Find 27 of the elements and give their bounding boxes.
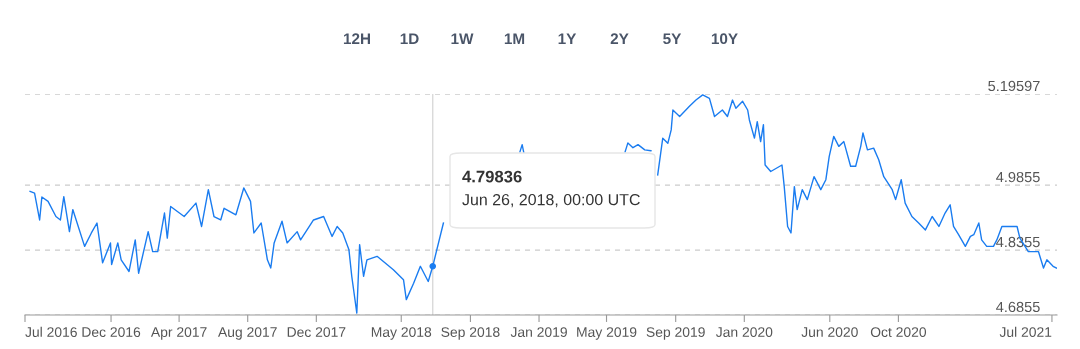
text: 10Y: [711, 33, 738, 45]
text: 1Y: [558, 33, 577, 44]
text: 2Y: [610, 33, 629, 44]
text: 1D: [400, 33, 419, 44]
x-tick-label: May 2018: [371, 327, 432, 340]
y-tick-label: 4.6855: [996, 301, 1040, 313]
text: 12H: [343, 33, 370, 44]
text: 5Y: [663, 33, 682, 45]
x-tick-label: May 2019: [577, 327, 637, 340]
x-tick-label: Jan 2019: [510, 327, 567, 338]
x-tick-label: Jul 2021: [999, 326, 1052, 338]
text: 1M: [504, 33, 525, 44]
x-tick-label: Dec 2016: [82, 327, 141, 338]
x-tick-label: Jul 2016: [25, 326, 77, 338]
annotation: Jun 26, 2018, 00:00 UTC: [462, 193, 640, 208]
text: 1W: [451, 33, 474, 44]
x-tick-label: Aug 2017: [218, 327, 277, 340]
annotation: 4.79836: [462, 170, 522, 183]
x-tick-label: Apr 2017: [150, 327, 207, 340]
x-tick-label: Dec 2017: [287, 327, 346, 338]
x-tick-label: Jun 2020: [801, 327, 858, 338]
x-tick-label: Sep 2019: [646, 327, 705, 340]
x-tick-label: Sep 2018: [441, 327, 500, 340]
x-tick-label: Oct 2020: [870, 327, 927, 338]
y-tick-label: 5.19597: [988, 80, 1040, 92]
x-tick-label: Jan 2020: [715, 327, 773, 338]
y-tick-label: 4.9855: [996, 171, 1040, 183]
